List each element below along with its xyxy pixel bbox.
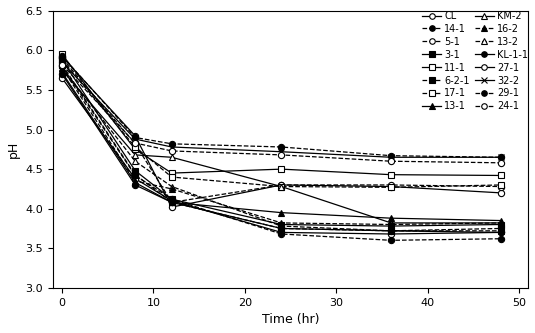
- X-axis label: Time (hr): Time (hr): [262, 313, 319, 326]
- Y-axis label: pH: pH: [7, 141, 20, 158]
- Legend: CL, 14-1, 5-1, 3-1, 11-1, 6-2-1, 17-1, 13-1, KM-2, 16-2, 13-2, KL-1-1, 27-1, 32-: CL, 14-1, 5-1, 3-1, 11-1, 6-2-1, 17-1, 1…: [422, 11, 528, 111]
